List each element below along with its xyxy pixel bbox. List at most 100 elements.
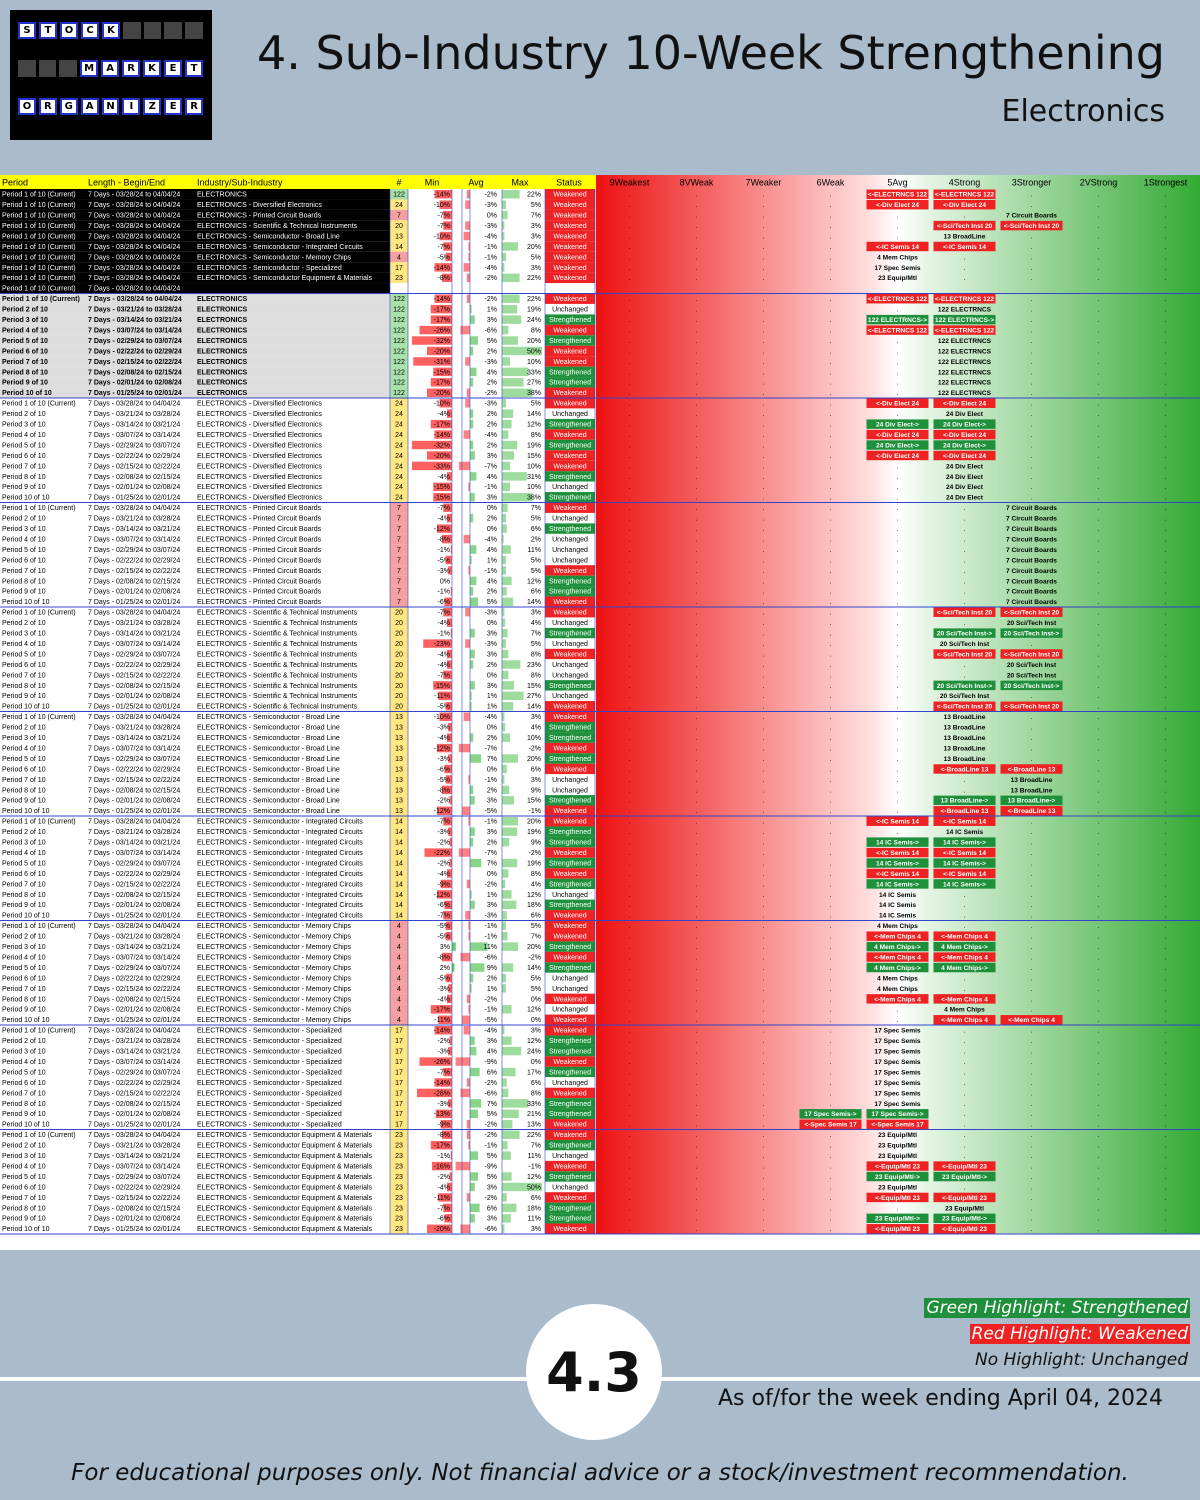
period-cell: Period 5 of 10 bbox=[2, 547, 46, 554]
avg-cell: -2% bbox=[485, 296, 497, 303]
max-cell: 15% bbox=[527, 683, 541, 690]
period-cell: Period 10 of 10 bbox=[2, 913, 50, 920]
min-bar bbox=[439, 200, 452, 209]
zone-dot: . bbox=[1031, 1049, 1033, 1056]
max-bar bbox=[502, 1140, 508, 1150]
zone-dot: . bbox=[1098, 1049, 1100, 1056]
zone-dot: . bbox=[696, 422, 698, 429]
zone-dot: . bbox=[1165, 516, 1167, 523]
zone-dot: . bbox=[1165, 599, 1167, 606]
industry-cell: ELECTRONICS bbox=[197, 369, 248, 376]
status-bg bbox=[545, 1045, 595, 1057]
avg-bar bbox=[463, 534, 470, 544]
zone-cell-bg bbox=[933, 1192, 996, 1203]
max-bar bbox=[502, 1130, 520, 1139]
status-cell: Weakened bbox=[553, 850, 586, 857]
min-bar bbox=[447, 513, 452, 523]
count-cell: 4 bbox=[397, 975, 401, 982]
count-bg bbox=[390, 795, 408, 806]
zone-dot: . bbox=[629, 850, 631, 857]
zone-dot: . bbox=[1165, 1122, 1167, 1129]
zone-dot: . bbox=[897, 557, 899, 564]
period-cell: Period 10 of 10 bbox=[2, 1122, 50, 1129]
zone-dot: . bbox=[629, 777, 631, 784]
zone-dot: . bbox=[763, 913, 765, 920]
zone-dot: . bbox=[1165, 1163, 1167, 1170]
max-cell: -1% bbox=[529, 1163, 541, 1170]
zone-dot: . bbox=[763, 327, 765, 334]
status-cell: Weakened bbox=[553, 871, 586, 878]
zone-dot: . bbox=[1165, 536, 1167, 543]
max-bar bbox=[502, 921, 506, 930]
length-cell: 7 Days - 03/28/24 to 04/04/24 bbox=[88, 923, 180, 930]
avg-cell: 2% bbox=[487, 442, 497, 449]
zone-dot: . bbox=[1165, 777, 1167, 784]
zone-cell-bg bbox=[933, 764, 996, 774]
zone-dot: . bbox=[1031, 463, 1033, 470]
industry-cell: ELECTRONICS bbox=[197, 192, 247, 199]
zone-dot: . bbox=[1165, 1038, 1167, 1045]
status-cell: Strengthened bbox=[549, 1216, 591, 1223]
zone-dot: . bbox=[897, 338, 899, 345]
max-bar bbox=[502, 482, 510, 492]
summary-row-bg bbox=[0, 209, 390, 221]
zone-dot: . bbox=[629, 840, 631, 847]
zone-dot: . bbox=[1165, 422, 1167, 429]
zone-dot: . bbox=[629, 244, 631, 251]
zone-dot: . bbox=[763, 944, 765, 951]
max-bar bbox=[502, 628, 508, 638]
avg-cell: -2% bbox=[485, 1080, 497, 1087]
zone-cell-bg bbox=[933, 701, 996, 711]
zone-dot: . bbox=[763, 631, 765, 638]
zone-dot: . bbox=[1098, 725, 1100, 732]
industry-cell: ELECTRONICS - Printed Circuit Boards bbox=[197, 505, 322, 512]
period-cell: Period 4 of 10 bbox=[2, 536, 46, 543]
zone-cell-bg bbox=[933, 241, 996, 252]
column-header: Min bbox=[425, 178, 440, 188]
zone-dot: . bbox=[696, 1163, 698, 1170]
zone-dot: . bbox=[696, 505, 698, 512]
zone-dot: . bbox=[897, 735, 899, 742]
zone-dot: . bbox=[763, 307, 765, 314]
period-cell: Period 1 of 10 (Current) bbox=[2, 223, 76, 230]
zone-cell-bg bbox=[933, 962, 996, 973]
zone-dot: . bbox=[964, 526, 966, 533]
count-bg bbox=[390, 1119, 408, 1130]
avg-bar bbox=[470, 409, 474, 418]
status-bg bbox=[545, 439, 595, 451]
max-cell: 38% bbox=[527, 390, 541, 397]
zone-dot: . bbox=[696, 442, 698, 449]
column-header: 3Stronger bbox=[1012, 178, 1052, 188]
status-bg bbox=[545, 241, 595, 252]
period-cell: Period 10 of 10 bbox=[2, 1017, 50, 1024]
max-bar bbox=[502, 1026, 505, 1035]
column-header: # bbox=[396, 178, 401, 188]
count-cell: 14 bbox=[395, 819, 403, 826]
min-bar bbox=[433, 482, 452, 492]
zone-dot: . bbox=[830, 745, 832, 752]
status-bg bbox=[545, 262, 595, 273]
zone-dot: . bbox=[830, 860, 832, 867]
status-bg bbox=[545, 398, 595, 409]
zone-cell: 7 Circuit Boards bbox=[1006, 557, 1057, 564]
count-bg bbox=[390, 941, 408, 952]
max-bar bbox=[502, 879, 506, 889]
count-bg bbox=[390, 418, 408, 430]
count-cell: 122 bbox=[393, 390, 405, 397]
zone-dot: . bbox=[629, 1153, 631, 1160]
min-bar bbox=[430, 378, 452, 387]
zone-dot: . bbox=[696, 714, 698, 721]
zone-cell-bg bbox=[866, 879, 929, 889]
period-cell: Period 2 of 10 bbox=[2, 620, 46, 627]
zone-dot: . bbox=[696, 1101, 698, 1108]
max-cell: 3% bbox=[531, 265, 541, 272]
zone-dot: . bbox=[763, 474, 765, 481]
avg-bar bbox=[470, 472, 477, 481]
count-cell: 7 bbox=[397, 557, 401, 564]
status-bg bbox=[545, 701, 595, 712]
min-cell: -7% bbox=[438, 223, 450, 230]
count-cell: 23 bbox=[395, 1184, 403, 1191]
zone-dot: . bbox=[830, 265, 832, 272]
zone-dot: . bbox=[1165, 317, 1167, 324]
zone-cell-bg bbox=[866, 199, 929, 210]
